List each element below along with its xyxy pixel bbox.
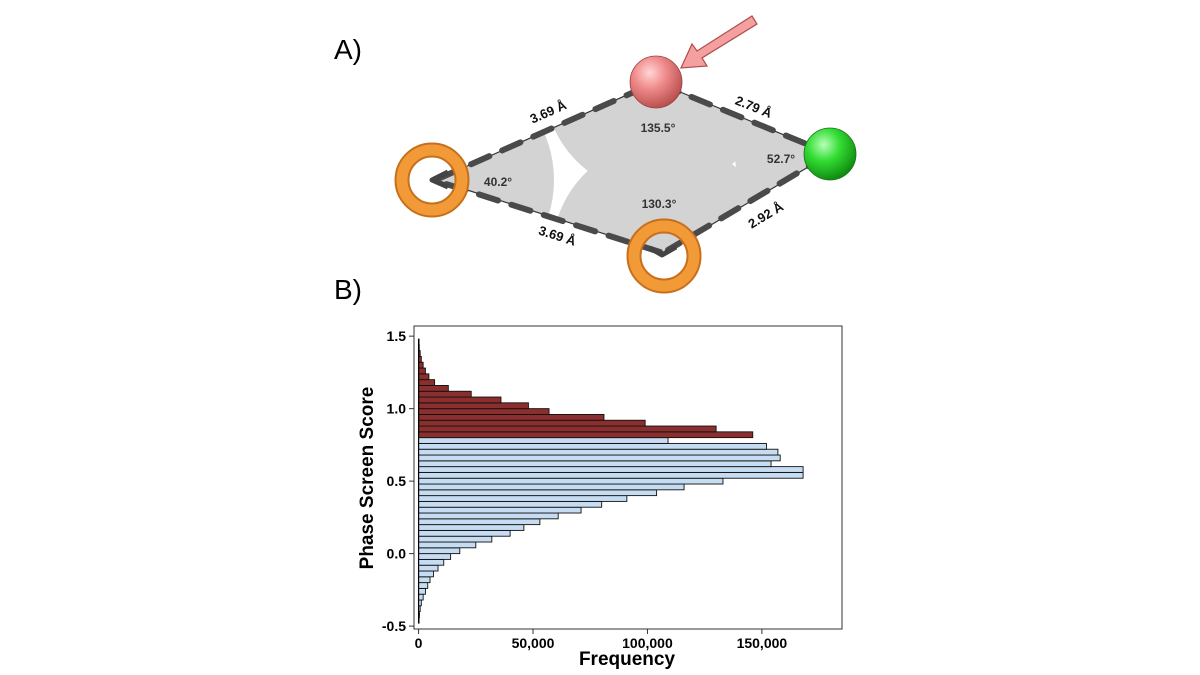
histogram-bar	[418, 384, 449, 392]
y-tick-label: 0.5	[387, 473, 407, 489]
histogram-bar	[418, 471, 804, 479]
histogram-bar	[418, 547, 461, 555]
histogram-bar	[418, 512, 559, 520]
histogram-bar	[418, 558, 445, 566]
histogram-bar	[418, 495, 628, 502]
angle-label: 40.2°	[484, 175, 512, 189]
chevron-icon	[648, 244, 678, 258]
histogram-bar	[418, 587, 426, 595]
plot-frame	[413, 325, 843, 630]
angle-wedge-bottom	[552, 141, 776, 253]
histogram-bar	[418, 437, 669, 444]
panel-b-label: B)	[334, 274, 362, 305]
histogram-bar	[418, 460, 772, 468]
histogram-bar	[418, 390, 472, 398]
histogram-bar	[418, 361, 424, 369]
histogram-bar	[418, 593, 424, 601]
histogram-bar	[418, 489, 658, 497]
x-tick-label: 150,000	[737, 635, 788, 651]
histogram-bar	[418, 431, 754, 439]
histogram-bar	[418, 442, 767, 450]
histogram-bar	[418, 477, 724, 485]
x-tick-label: 100,000	[622, 635, 673, 651]
arrow-icon	[680, 15, 758, 69]
x-axis: 0 50,000 100,000 150,000	[415, 629, 788, 651]
panel-a-label: A)	[334, 34, 362, 65]
angle-wedge-top	[544, 82, 768, 194]
y-axis: -0.5 0.0 0.5 1.0 1.5	[382, 328, 414, 634]
histogram-bar	[418, 483, 685, 491]
histogram-bar	[418, 408, 550, 415]
histogram-bar	[418, 518, 541, 526]
orange-ring-icon	[396, 144, 468, 216]
histogram-bar	[418, 373, 430, 381]
histogram-bar	[418, 448, 779, 456]
histogram-bar	[418, 500, 603, 508]
histogram-bar	[418, 466, 804, 473]
histogram-bar	[418, 379, 436, 386]
red-sphere-icon	[629, 55, 683, 109]
green-sphere-icon	[803, 127, 857, 181]
histogram-bar	[418, 402, 529, 410]
angle-label: 130.3°	[642, 197, 677, 211]
histogram-bar	[418, 396, 502, 404]
y-tick-label: 0.0	[387, 546, 407, 562]
histogram-bar	[418, 541, 477, 549]
histogram-bar	[418, 524, 525, 531]
histogram-bar	[418, 535, 493, 543]
histogram-bar	[418, 454, 781, 462]
y-tick-label: 1.0	[387, 401, 407, 417]
x-tick-label: 50,000	[512, 635, 555, 651]
angle-label: 52.7°	[767, 152, 795, 166]
histogram-bar	[418, 529, 511, 537]
x-tick-label: 0	[415, 635, 423, 651]
histogram-bar	[418, 564, 439, 572]
bar-group	[418, 338, 804, 624]
angle-label: 135.5°	[641, 121, 676, 135]
y-axis-title: Phase Screen Score	[357, 387, 378, 570]
histogram-bar	[418, 582, 429, 589]
x-axis-title: Frequency	[579, 649, 676, 670]
y-tick-label: -0.5	[382, 618, 406, 634]
histogram-bar	[418, 367, 426, 375]
histogram-bar	[418, 419, 646, 427]
orange-ring-icon	[628, 220, 700, 292]
histogram-bar	[418, 576, 431, 584]
histogram-bar	[418, 506, 582, 514]
histogram-bar	[418, 425, 717, 433]
histogram-bar	[418, 553, 452, 560]
y-tick-label: 1.5	[387, 328, 407, 344]
histogram-bar	[418, 570, 434, 578]
histogram-bar	[418, 413, 605, 421]
chevron-icon	[429, 169, 450, 190]
